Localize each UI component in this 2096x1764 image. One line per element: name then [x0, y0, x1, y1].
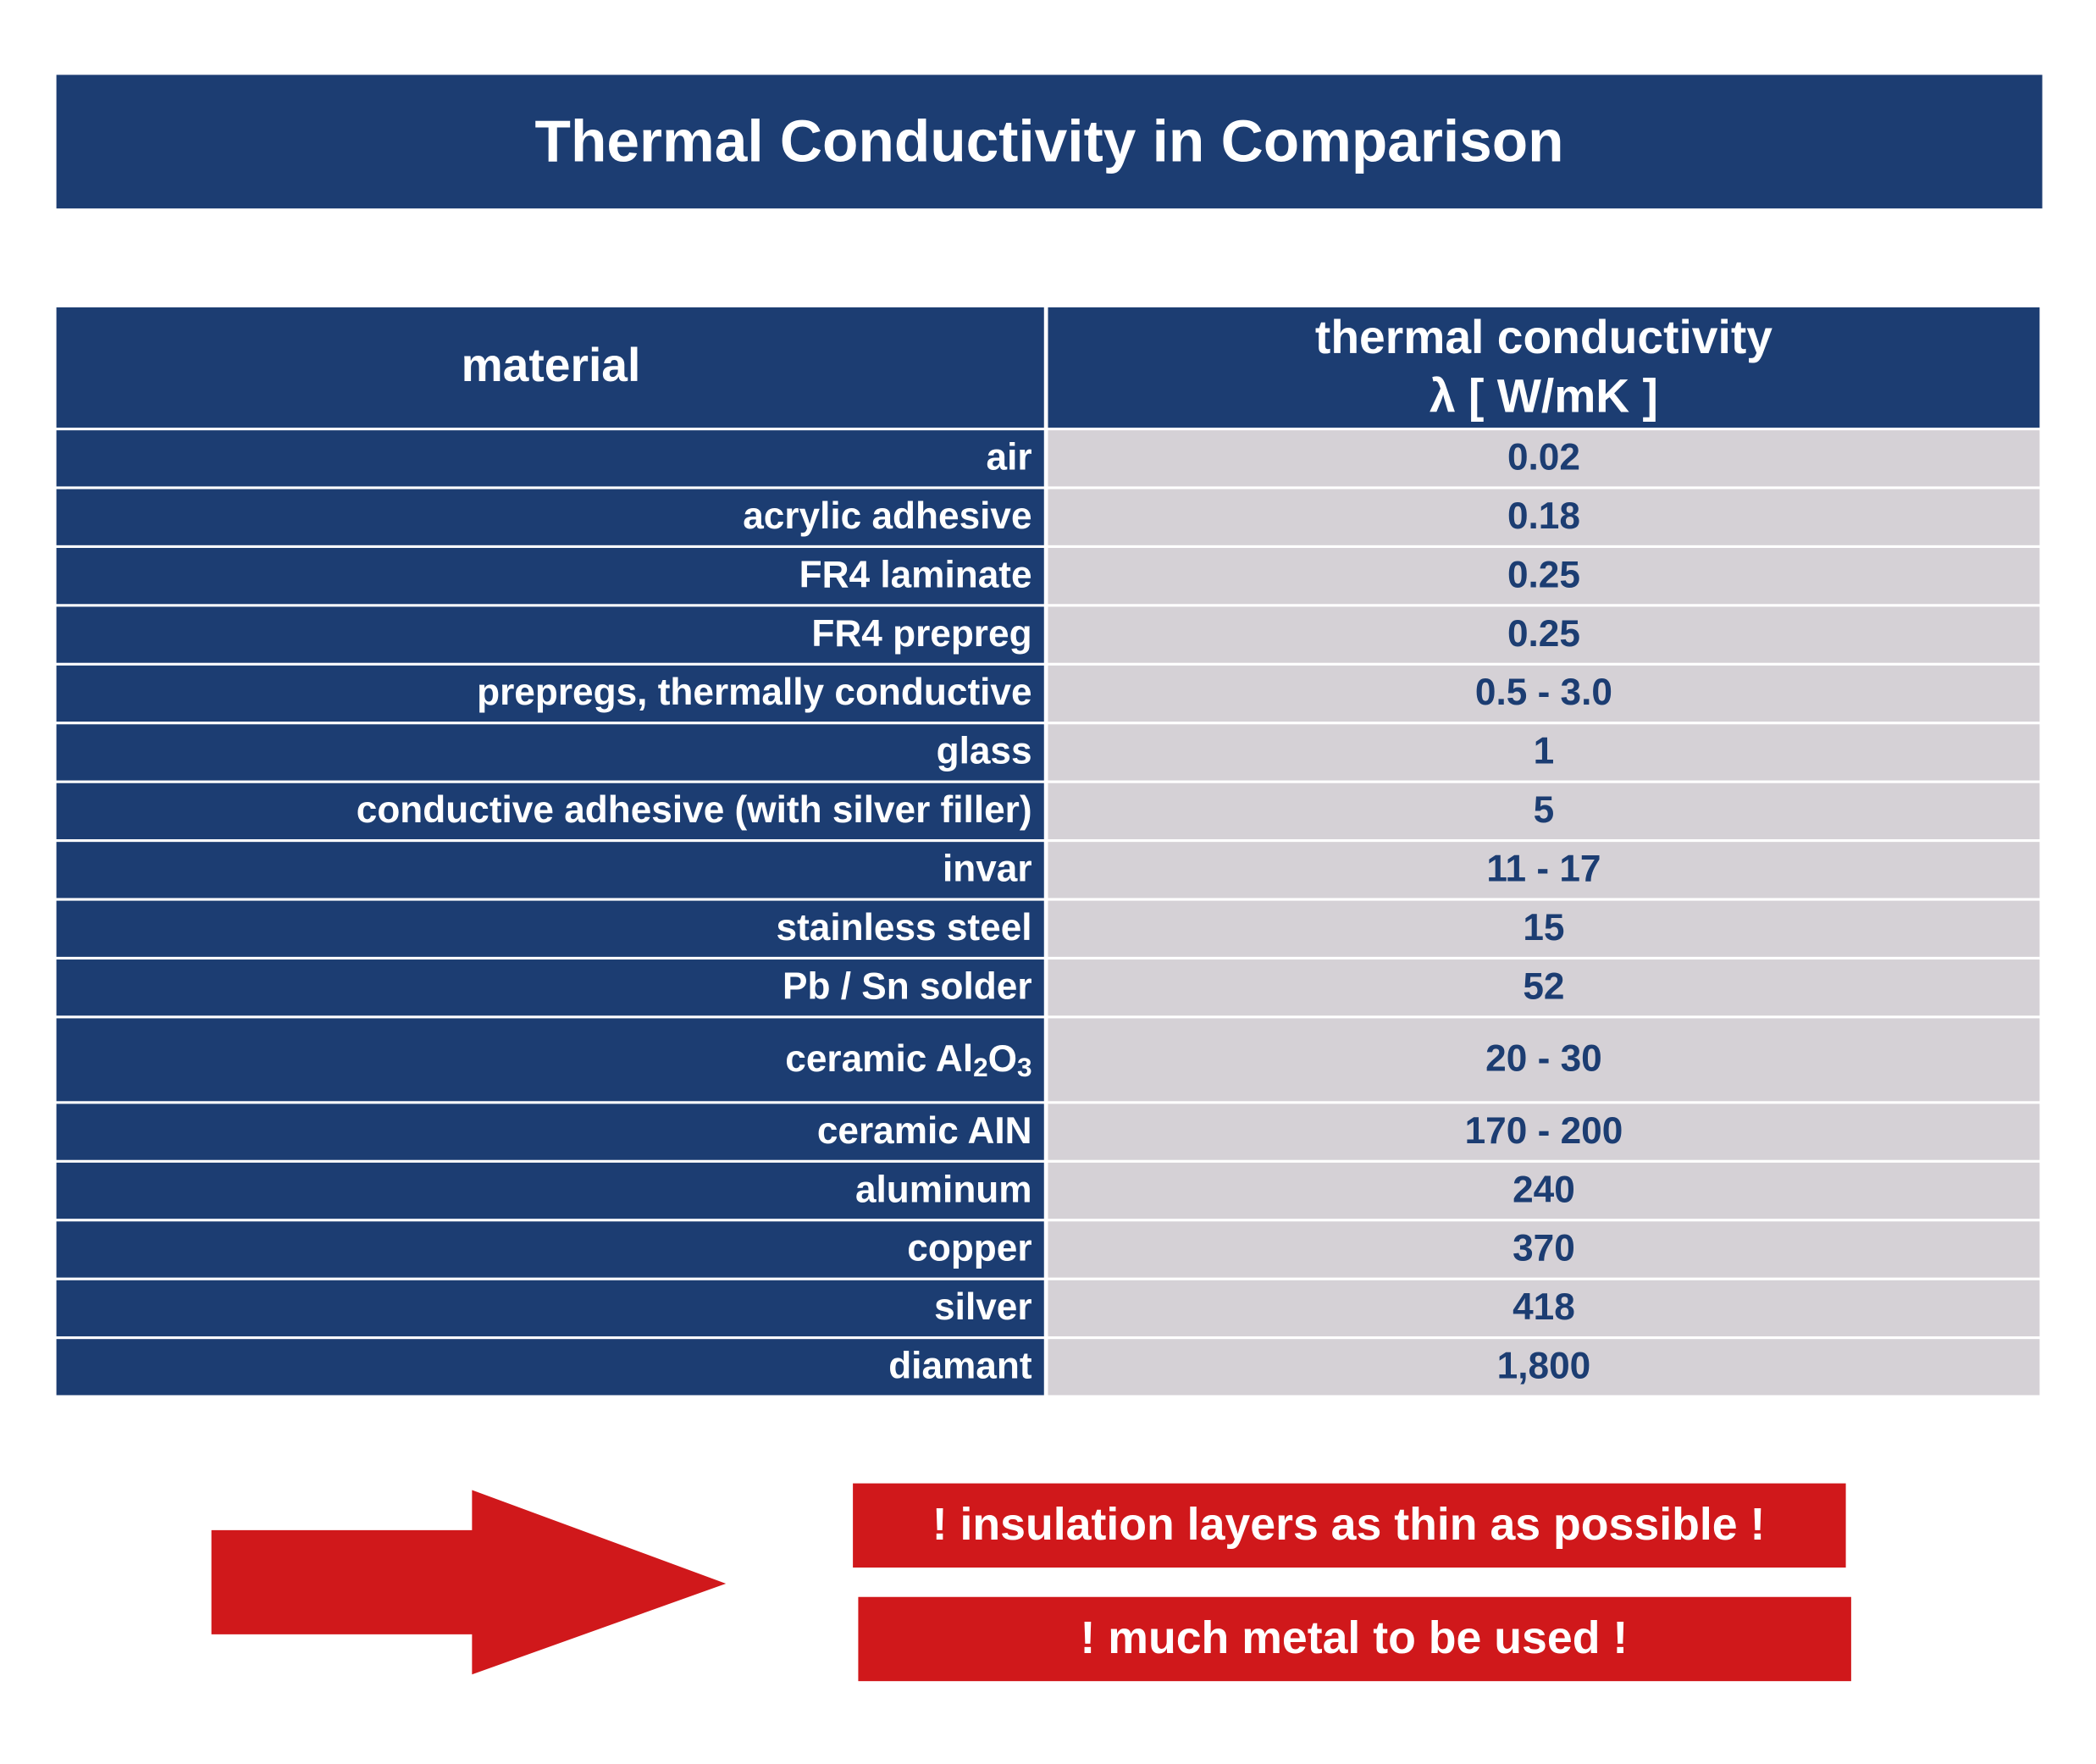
material-part: ceramic Al [785, 1038, 973, 1080]
table-body: air 0.02 acrylic adhesive 0.18 FR4 laminate 0… [56, 430, 2040, 1396]
conductivity: 240 [1513, 1169, 1575, 1210]
material-cell [56, 1162, 1044, 1219]
conductivity: 0.25 [1507, 613, 1580, 655]
conductivity: 170 - 200 [1465, 1110, 1623, 1152]
value-cell [1048, 724, 2040, 781]
material-cell [56, 1280, 1044, 1337]
value-cell [1048, 1221, 2040, 1278]
material-cell [56, 606, 1044, 663]
material: acrylic adhesive [743, 495, 1031, 537]
material: air [987, 437, 1032, 478]
material-cell [56, 1339, 1044, 1396]
conductivity: 20 - 30 [1485, 1038, 1602, 1080]
value-cell [1048, 430, 2040, 487]
title: Thermal Conductivity in Comparison [535, 108, 1564, 174]
material: prepregs, thermally conductive [477, 672, 1031, 713]
note-box [853, 1483, 1846, 1568]
header-cell [1048, 307, 2040, 428]
material-cell [56, 959, 1044, 1016]
value-cell [1048, 842, 2040, 899]
value-cell [1048, 1280, 2040, 1337]
title-bar [56, 75, 2043, 209]
material: copper [907, 1228, 1031, 1269]
value-cell [1048, 606, 2040, 663]
conductivity: 418 [1513, 1286, 1575, 1328]
material-cell [56, 430, 1044, 487]
conductivity: 0.5 - 3.0 [1475, 672, 1612, 713]
conductivity: 1 [1534, 731, 1555, 772]
conductivity: 52 [1523, 965, 1564, 1007]
material-cell [56, 547, 1044, 605]
conductivity: 1,800 [1497, 1346, 1591, 1387]
material-part: O [988, 1038, 1017, 1080]
header-cell [56, 307, 1044, 428]
material-cell [56, 1018, 1044, 1102]
material-cell [56, 1103, 1044, 1160]
material-cell [56, 489, 1044, 545]
note-box [858, 1596, 1851, 1682]
material: aluminum [855, 1169, 1032, 1210]
material-cell [56, 900, 1044, 957]
value-cell [1048, 489, 2040, 545]
value-cell [1048, 1339, 2040, 1396]
note: ! insulation layers as thin as possible … [932, 1499, 1766, 1550]
material: stainless steel [777, 907, 1032, 948]
column-header: material [462, 339, 641, 391]
material: conductive adhesive (with silver filler) [357, 789, 1032, 831]
column-header: thermal conductivity [1315, 311, 1772, 363]
conductivity: 0.02 [1507, 437, 1580, 478]
material: diamant [888, 1346, 1032, 1387]
value-cell [1048, 782, 2040, 840]
material: FR4 prepreg [811, 613, 1031, 655]
conductivity: 0.18 [1507, 495, 1580, 537]
material: FR4 laminate [799, 554, 1032, 595]
material-cell [56, 782, 1044, 840]
value-cell [1048, 547, 2040, 605]
material: Pb / Sn solder [783, 965, 1032, 1007]
material-cell [56, 1221, 1044, 1278]
material: glass [937, 731, 1032, 772]
material-cell [56, 665, 1044, 722]
conductivity: 0.25 [1507, 554, 1580, 595]
value-cell [1048, 1018, 2040, 1102]
conductivity: 5 [1534, 789, 1555, 831]
note: ! much metal to be used ! [1080, 1612, 1628, 1663]
value-cell [1048, 959, 2040, 1016]
conductivity: 370 [1513, 1228, 1575, 1269]
material: ceramic Al2O3 [785, 1038, 1031, 1082]
material-cell [56, 842, 1044, 899]
material: invar [943, 849, 1032, 890]
material-cell [56, 724, 1044, 781]
material: silver [934, 1286, 1031, 1328]
subscript: 3 [1017, 1052, 1032, 1082]
conductivity: 11 - 17 [1486, 849, 1601, 890]
value-cell [1048, 665, 2040, 722]
material: ceramic AIN [817, 1110, 1032, 1152]
conductivity: 15 [1523, 907, 1564, 948]
subscript: 2 [973, 1052, 988, 1082]
value-cell [1048, 900, 2040, 957]
value-cell [1048, 1103, 2040, 1160]
value-cell [1048, 1162, 2040, 1219]
arrow [211, 1490, 727, 1675]
column-header: λ [ W/mK ] [1430, 369, 1658, 422]
